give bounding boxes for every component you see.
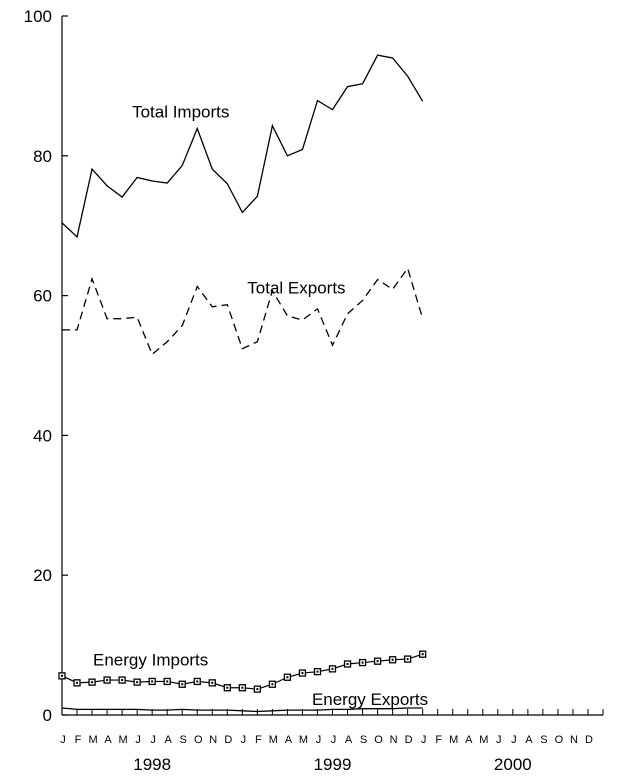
x-tick-label-month: F bbox=[255, 734, 262, 746]
data-point-marker-core bbox=[226, 686, 229, 689]
x-tick-label-month: O bbox=[555, 734, 564, 746]
x-tick-label-month: D bbox=[585, 734, 593, 746]
x-tick-label-month: A bbox=[345, 734, 353, 746]
y-tick-label: 100 bbox=[24, 7, 52, 26]
x-tick-label-month: M bbox=[269, 734, 278, 746]
data-point-marker-core bbox=[76, 681, 79, 684]
y-axis-ticks: 0 20 40 60 80 100 bbox=[24, 7, 68, 725]
data-point-marker-core bbox=[346, 662, 349, 665]
series-label-energy-imports: Energy Imports bbox=[93, 650, 208, 669]
x-tick-label-month: S bbox=[180, 734, 187, 746]
x-tick-label-month: N bbox=[570, 734, 578, 746]
data-point-marker-core bbox=[286, 676, 289, 679]
data-point-marker-core bbox=[241, 686, 244, 689]
series-label-total-imports: Total Imports bbox=[132, 102, 229, 121]
x-tick-label-month: O bbox=[374, 734, 383, 746]
y-tick-label: 20 bbox=[33, 566, 52, 585]
x-tick-label-year: 1999 bbox=[314, 755, 352, 774]
x-tick-label-month: M bbox=[299, 734, 308, 746]
x-tick-label-month: M bbox=[479, 734, 488, 746]
data-point-marker-core bbox=[166, 680, 169, 683]
x-axis-ticks: J F M A M J J A S O N D J F M A M J J A S O N D J F M A M J J A S O N D1998… bbox=[60, 709, 604, 774]
x-tick-label-month: O bbox=[194, 734, 203, 746]
x-tick-label-month: A bbox=[104, 734, 112, 746]
x-tick-label-month: M bbox=[449, 734, 458, 746]
x-tick-label-month: J bbox=[511, 734, 517, 746]
series-line-total-imports bbox=[61, 54, 424, 239]
x-tick-label-month: A bbox=[465, 734, 473, 746]
y-tick-label: 60 bbox=[33, 287, 52, 306]
x-tick-label-month: M bbox=[119, 734, 128, 746]
series-lines bbox=[61, 54, 424, 713]
x-tick-label-month: N bbox=[390, 734, 398, 746]
data-point-marker-core bbox=[316, 670, 319, 673]
series-line-total-exports bbox=[62, 266, 424, 356]
x-tick-label-month: J bbox=[316, 734, 322, 746]
data-point-marker-core bbox=[271, 683, 274, 686]
data-point-marker-core bbox=[391, 658, 394, 661]
data-point-marker-core bbox=[61, 674, 63, 677]
x-tick-label-year: 2000 bbox=[494, 755, 532, 774]
series-line-energy-exports bbox=[61, 707, 423, 713]
x-tick-label-month: S bbox=[360, 734, 367, 746]
x-tick-label-month: A bbox=[525, 734, 533, 746]
x-tick-label-month: D bbox=[224, 734, 232, 746]
data-point-marker-core bbox=[151, 680, 154, 683]
x-tick-label-month: J bbox=[331, 734, 337, 746]
data-point-marker-core bbox=[406, 658, 409, 661]
x-tick-label-month: J bbox=[241, 734, 247, 746]
x-tick-label-month: M bbox=[88, 734, 97, 746]
y-tick-label: 0 bbox=[43, 706, 52, 725]
series-label-total-exports: Total Exports bbox=[247, 279, 345, 298]
data-point-marker-core bbox=[181, 683, 184, 686]
x-tick-label-month: F bbox=[75, 734, 82, 746]
data-point-marker-core bbox=[421, 653, 424, 656]
data-point-marker-core bbox=[196, 680, 199, 683]
data-point-marker-core bbox=[361, 661, 364, 664]
data-point-marker-core bbox=[121, 679, 124, 682]
data-point-marker-core bbox=[301, 672, 304, 675]
data-point-marker-core bbox=[211, 681, 214, 684]
x-tick-label-month: J bbox=[421, 734, 427, 746]
series-label-energy-exports: Energy Exports bbox=[312, 690, 428, 709]
x-tick-label-year: 1998 bbox=[133, 755, 171, 774]
x-tick-label-month: J bbox=[60, 734, 66, 746]
data-point-marker-core bbox=[256, 688, 259, 691]
data-point-marker-core bbox=[331, 667, 334, 670]
x-tick-label-month: J bbox=[135, 734, 141, 746]
data-point-marker-core bbox=[106, 679, 109, 682]
data-point-marker-core bbox=[91, 681, 94, 684]
x-tick-label-month: D bbox=[405, 734, 413, 746]
series-labels: Total Imports Total Exports Energy Imports… bbox=[93, 102, 428, 709]
x-tick-label-month: F bbox=[435, 734, 442, 746]
x-tick-label-month: A bbox=[165, 734, 173, 746]
y-tick-label: 80 bbox=[33, 147, 52, 166]
y-tick-label: 40 bbox=[33, 426, 52, 445]
x-tick-label-month: J bbox=[150, 734, 156, 746]
data-point-marker-core bbox=[136, 681, 139, 684]
x-tick-label-month: J bbox=[496, 734, 502, 746]
x-tick-label-month: S bbox=[540, 734, 547, 746]
data-point-marker-core bbox=[376, 660, 379, 663]
x-tick-label-month: A bbox=[285, 734, 293, 746]
x-tick-label-month: N bbox=[209, 734, 217, 746]
series-markers bbox=[58, 650, 427, 693]
